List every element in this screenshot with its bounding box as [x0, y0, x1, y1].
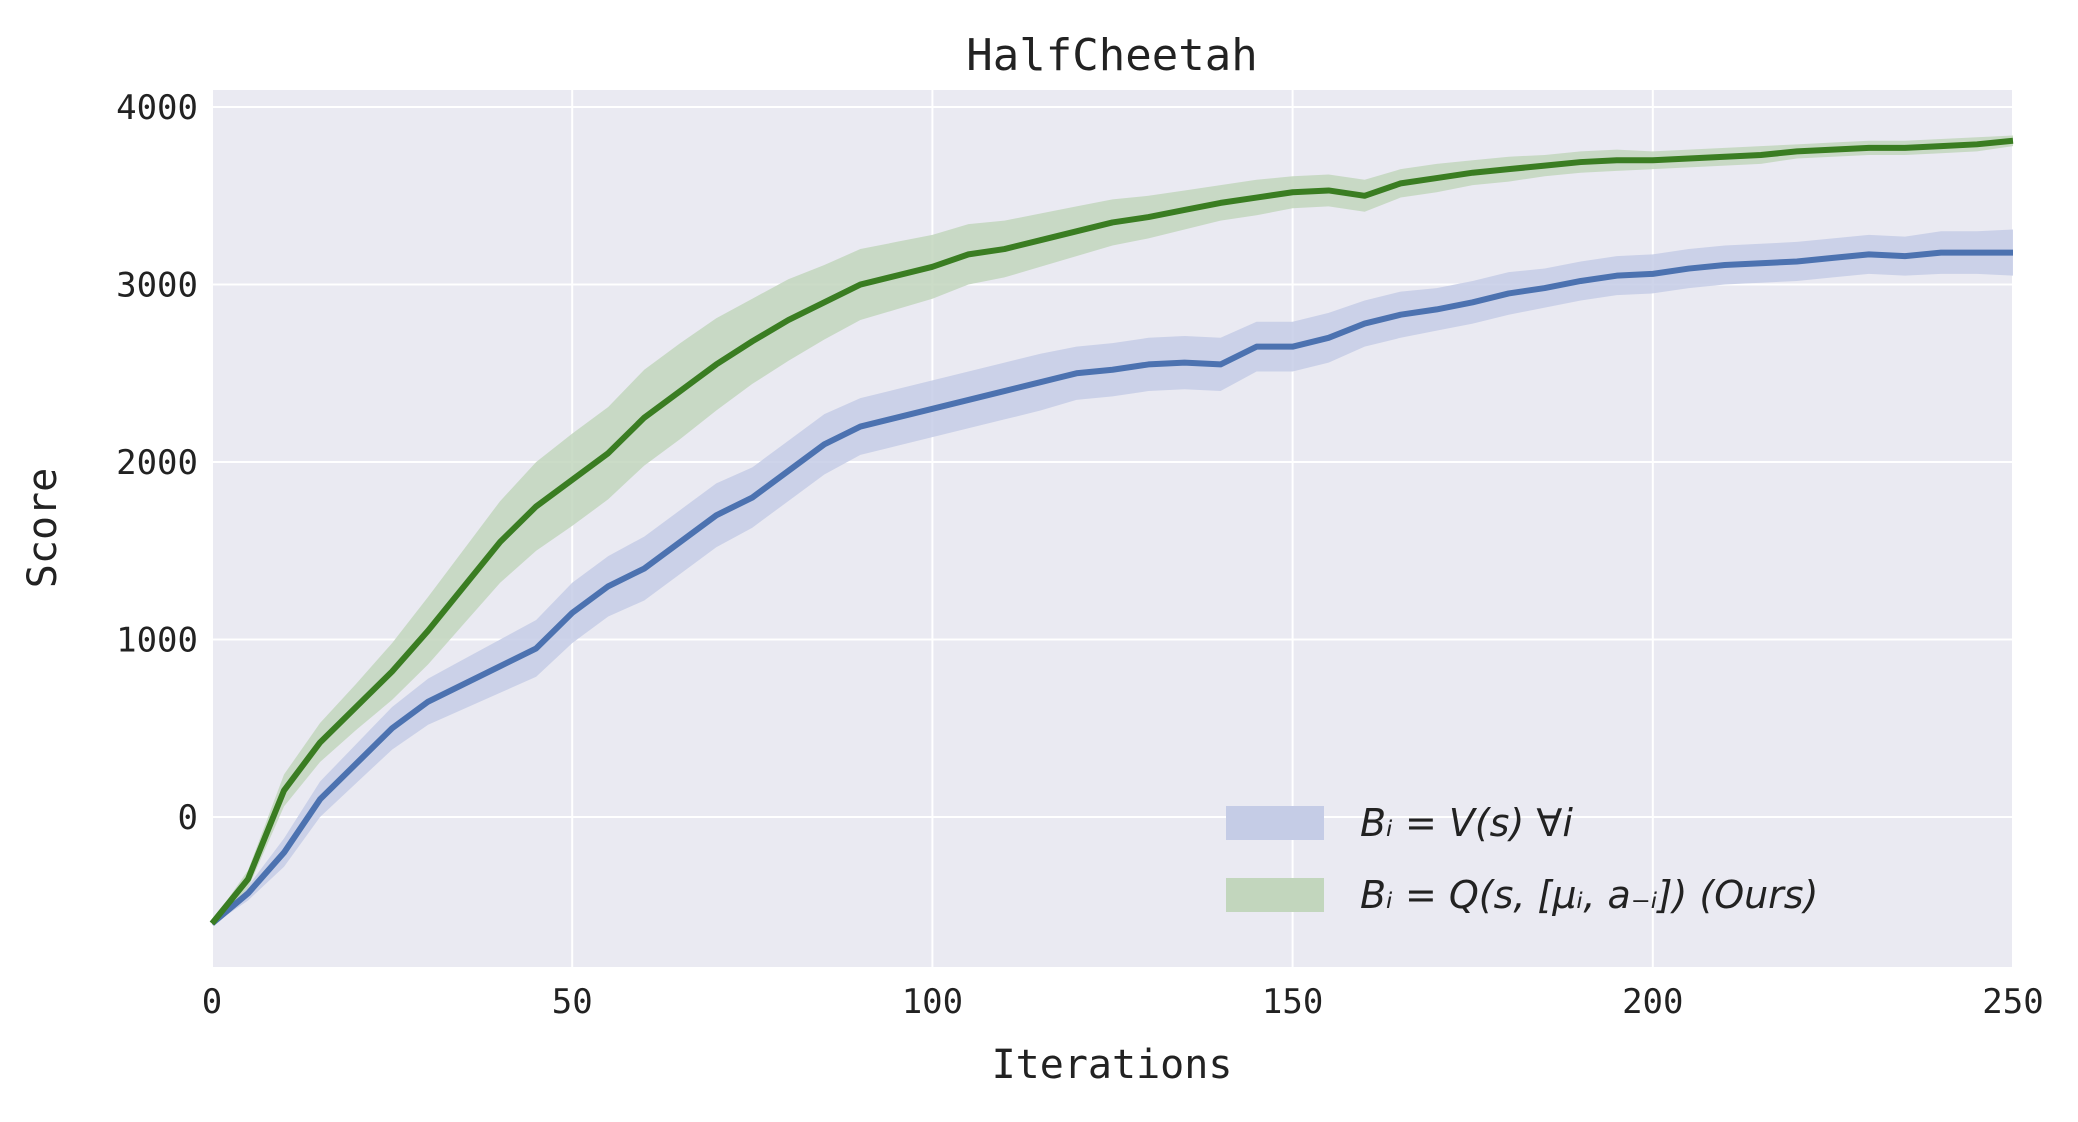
- legend: Bᵢ = V(s) ∀i Bᵢ = Q(s, [μᵢ, a₋ᵢ]) (Ours): [1226, 801, 1818, 917]
- x-axis-label: Iterations: [992, 1042, 1233, 1088]
- chart-title: HalfCheetah: [966, 30, 1257, 81]
- tick-labels: 0 50 100 150 200 250 0 1000 2000 3000 4000: [116, 88, 2044, 1022]
- y-axis-label: Score: [20, 468, 66, 588]
- x-tick-label: 250: [1982, 982, 2043, 1022]
- legend-label-ours: Bᵢ = Q(s, [μᵢ, a₋ᵢ]) (Ours): [1360, 873, 1818, 917]
- x-tick-label: 150: [1262, 982, 1323, 1022]
- y-tick-label: 1000: [116, 621, 198, 661]
- legend-swatch-baseline: [1226, 806, 1324, 840]
- x-tick-label: 0: [202, 982, 222, 1022]
- x-tick-label: 100: [902, 982, 963, 1022]
- series-line-1: [209, 137, 2014, 926]
- x-tick-label: 50: [552, 982, 593, 1022]
- y-tick-label: 4000: [116, 88, 198, 128]
- x-tick-label: 200: [1622, 982, 1683, 1022]
- series-lines: [209, 137, 2014, 926]
- y-tick-label: 0: [178, 798, 198, 838]
- legend-label-baseline: Bᵢ = V(s) ∀i: [1360, 801, 1573, 845]
- y-tick-label: 2000: [116, 443, 198, 483]
- y-tick-label: 3000: [116, 266, 198, 306]
- series-line-0: [210, 249, 2013, 926]
- legend-swatch-ours: [1226, 878, 1324, 912]
